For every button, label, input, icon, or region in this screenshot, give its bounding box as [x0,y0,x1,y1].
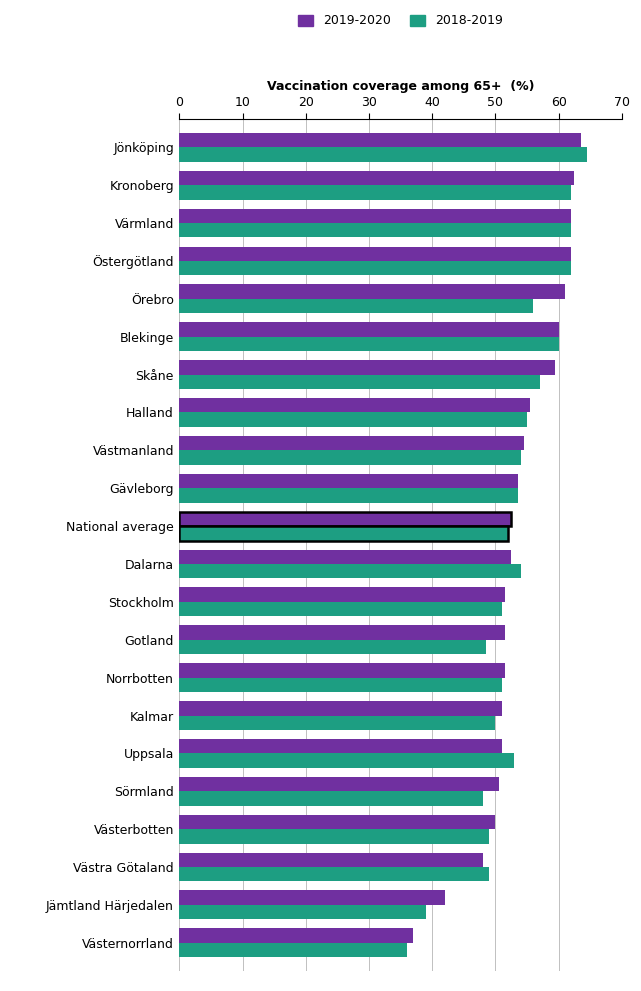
Bar [179,489,517,502]
Bar [179,526,508,540]
Bar [179,701,502,716]
Bar [179,602,502,616]
Bar [179,474,517,489]
Bar [179,852,483,867]
Bar [179,777,499,791]
Bar [179,398,530,412]
Bar [179,942,407,957]
Bar [179,625,505,640]
X-axis label: Vaccination coverage among 65+  (%): Vaccination coverage among 65+ (%) [267,80,535,93]
Bar [179,412,527,427]
Bar [179,716,495,730]
Bar [179,223,571,238]
Bar [179,564,520,579]
Bar [179,337,558,351]
Bar [179,436,524,450]
Bar [179,929,413,942]
Bar [179,209,571,223]
Bar [179,284,565,299]
Bar [179,663,505,678]
Bar [179,905,426,920]
Bar [179,511,512,526]
Bar [179,640,486,654]
Bar [179,261,571,275]
Bar [179,791,483,806]
Bar [179,247,571,261]
Bar [179,133,581,148]
Bar [179,867,489,881]
Bar [179,753,514,768]
Bar [179,550,512,564]
Bar [179,148,587,162]
Bar [179,739,502,753]
Bar [179,185,571,199]
Bar [179,588,505,602]
Bar [179,815,495,829]
Bar [179,170,574,185]
Bar [179,360,555,375]
Bar [179,891,445,905]
Legend: 2019-2020, 2018-2019: 2019-2020, 2018-2019 [298,15,503,28]
Bar [179,375,540,389]
Bar [179,450,520,465]
Bar [179,678,502,692]
Bar [179,322,558,337]
Bar [179,299,533,313]
Bar [179,829,489,843]
